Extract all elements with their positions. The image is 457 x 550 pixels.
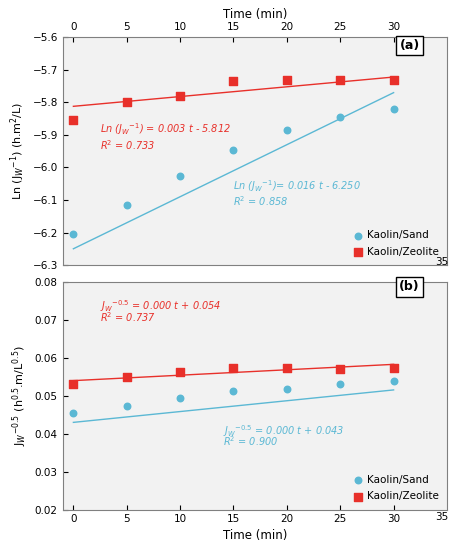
Kaolin/Sand (390, 104, 397, 113)
Kaolin/Zeolite (123, 98, 130, 107)
Kaolin/Zeolite (176, 367, 184, 376)
X-axis label: Time (min): Time (min) (223, 529, 287, 542)
Kaolin/Sand (70, 409, 77, 417)
Text: 35: 35 (435, 257, 448, 267)
Kaolin/Sand (123, 402, 130, 411)
Kaolin/Zeolite (230, 364, 237, 373)
Kaolin/Zeolite (123, 372, 130, 381)
Kaolin/Zeolite (390, 364, 397, 373)
Kaolin/Sand (390, 376, 397, 385)
Kaolin/Zeolite (336, 75, 344, 84)
Kaolin/Sand (230, 387, 237, 395)
Kaolin/Sand (283, 384, 291, 393)
Text: (a): (a) (399, 39, 420, 52)
X-axis label: Time (min): Time (min) (223, 8, 287, 21)
Kaolin/Sand (336, 380, 344, 389)
Y-axis label: J$_W$$^{-0.5}$ (h$^{0.5}$.m/L$^{0.5}$): J$_W$$^{-0.5}$ (h$^{0.5}$.m/L$^{0.5}$) (11, 345, 29, 446)
Kaolin/Zeolite (70, 380, 77, 389)
Kaolin/Sand (336, 113, 344, 122)
Text: J$_W$$^{-0.5}$ = 0.000 t + 0.054: J$_W$$^{-0.5}$ = 0.000 t + 0.054 (100, 299, 222, 315)
Text: R$^2$ = 0.737: R$^2$ = 0.737 (100, 310, 156, 324)
Kaolin/Sand (176, 171, 184, 180)
Kaolin/Zeolite (283, 364, 291, 373)
Kaolin/Zeolite (70, 116, 77, 125)
Y-axis label: Ln (J$_W$$^{-1}$) (h.m$^2$/L): Ln (J$_W$$^{-1}$) (h.m$^2$/L) (8, 102, 27, 200)
Text: Ln (J$_W$$^{-1}$) = 0.003 t - 5.812: Ln (J$_W$$^{-1}$) = 0.003 t - 5.812 (100, 122, 231, 138)
Legend: Kaolin/Sand, Kaolin/Zeolite: Kaolin/Sand, Kaolin/Zeolite (351, 227, 442, 260)
Text: J$_W$$^{-0.5}$ = 0.000 t + 0.043: J$_W$$^{-0.5}$ = 0.000 t + 0.043 (223, 423, 344, 438)
Text: Ln (J$_W$$^{-1}$)= 0.016 t - 6.250: Ln (J$_W$$^{-1}$)= 0.016 t - 6.250 (234, 178, 361, 194)
Kaolin/Zeolite (283, 75, 291, 84)
Text: (b): (b) (399, 280, 420, 293)
Kaolin/Sand (230, 145, 237, 154)
Text: R$^2$ = 0.858: R$^2$ = 0.858 (234, 195, 289, 208)
Kaolin/Sand (176, 394, 184, 403)
Kaolin/Sand (123, 200, 130, 209)
Kaolin/Sand (70, 230, 77, 239)
Kaolin/Zeolite (230, 77, 237, 86)
Kaolin/Sand (283, 125, 291, 134)
Text: 35: 35 (435, 512, 448, 521)
Kaolin/Zeolite (336, 365, 344, 373)
Kaolin/Zeolite (390, 75, 397, 84)
Kaolin/Zeolite (176, 91, 184, 100)
Text: R$^2$ = 0.900: R$^2$ = 0.900 (223, 434, 278, 448)
Text: R$^2$ = 0.733: R$^2$ = 0.733 (100, 138, 155, 152)
Legend: Kaolin/Sand, Kaolin/Zeolite: Kaolin/Sand, Kaolin/Zeolite (351, 472, 442, 504)
